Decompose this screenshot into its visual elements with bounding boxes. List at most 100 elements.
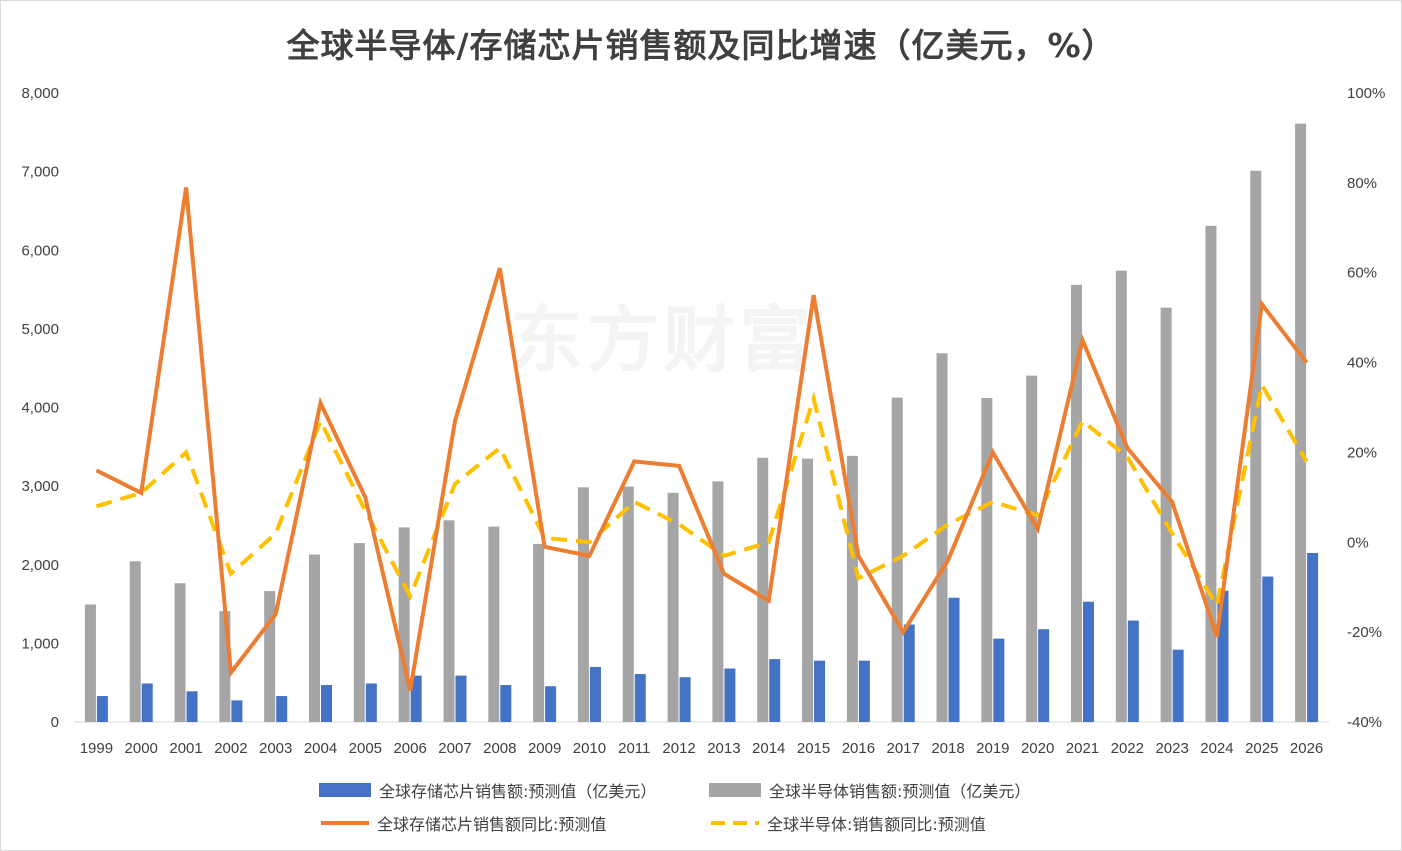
memory-sales-bar xyxy=(1262,576,1274,722)
semiconductor-sales-bar xyxy=(981,398,993,722)
semiconductor-sales-bar xyxy=(1026,375,1038,722)
memory-sales-bar xyxy=(1038,629,1050,722)
semiconductor-sales-bar xyxy=(1205,225,1217,722)
x-axis-tick-label: 2012 xyxy=(662,740,695,757)
memory-sales-bar xyxy=(858,660,870,722)
right-axis-tick-label: -40% xyxy=(1347,714,1382,731)
chart-title: 全球半导体/存储芯片销售额及同比增速（亿美元，%） xyxy=(286,26,1116,65)
x-axis-tick-label: 2000 xyxy=(125,740,158,757)
left-axis-tick-label: 5,000 xyxy=(21,321,59,338)
watermark-logo: 东方财富 xyxy=(511,298,816,382)
semiconductor-sales-bar xyxy=(757,457,769,722)
line-series xyxy=(95,187,1309,691)
memory-sales-bar xyxy=(500,685,512,722)
right-axis-tick-label: 40% xyxy=(1347,355,1377,372)
x-axis-tick-label: 2013 xyxy=(707,740,740,757)
memory-sales-bar xyxy=(948,597,960,722)
x-axis-tick-label: 2024 xyxy=(1200,740,1233,757)
left-axis-ticks: 0 1,000 2,000 3,000 4,000 5,000 6,000 7,000 8,00… xyxy=(21,85,59,731)
x-axis-tick-label: 2018 xyxy=(931,740,964,757)
memory-sales-bar xyxy=(679,677,691,722)
memory-sales-bar xyxy=(1307,552,1319,722)
semiconductor-sales-bar xyxy=(622,486,634,722)
semiconductor-yoy-line xyxy=(95,379,1309,611)
memory-sales-bar xyxy=(1217,590,1229,722)
semiconductor-sales-bar xyxy=(802,458,814,722)
x-axis-tick-label: 2002 xyxy=(214,740,247,757)
semiconductor-sales-bar xyxy=(84,604,96,722)
left-axis-tick-label: 3,000 xyxy=(21,478,59,495)
memory-sales-bar xyxy=(365,683,377,722)
semiconductor-sales-bar xyxy=(488,526,500,722)
memory-sales-bar xyxy=(634,674,646,722)
x-axis-tick-label: 2008 xyxy=(483,740,516,757)
x-axis-tick-label: 1999 xyxy=(80,740,113,757)
bar-series xyxy=(84,123,1319,722)
x-axis-tick-label: 2026 xyxy=(1290,740,1323,757)
memory-sales-bar xyxy=(96,696,108,722)
memory-sales-bar xyxy=(545,686,557,722)
legend-label: 全球存储芯片销售额:预测值（亿美元） xyxy=(379,782,657,801)
x-axis-tick-label: 2001 xyxy=(169,740,202,757)
legend-item-semiconductor-sales[interactable]: 全球半导体销售额:预测值（亿美元） xyxy=(709,778,1030,802)
semiconductor-sales-bar xyxy=(577,487,589,722)
left-axis-tick-label: 6,000 xyxy=(21,242,59,259)
memory-sales-bar xyxy=(903,624,915,722)
legend-label: 全球存储芯片销售额同比:预测值 xyxy=(377,815,607,834)
legend-label: 全球半导体销售额:预测值（亿美元） xyxy=(769,782,1031,801)
x-axis-tick-label: 2007 xyxy=(438,740,471,757)
semiconductor-sales-bar xyxy=(174,583,186,722)
left-axis-tick-label: 1,000 xyxy=(21,635,59,652)
semiconductor-sales-bar xyxy=(1070,284,1082,722)
left-axis-tick-label: 7,000 xyxy=(21,164,59,181)
memory-yoy-line xyxy=(95,187,1309,691)
legend-label: 全球半导体:销售额同比:预测值 xyxy=(767,815,986,834)
x-axis-tick-label: 2005 xyxy=(349,740,382,757)
x-axis-tick-label: 2015 xyxy=(797,740,830,757)
legend-swatch-yellow-dashed-line xyxy=(711,821,759,825)
semiconductor-sales-bar xyxy=(398,527,410,722)
semiconductor-sales-bar xyxy=(129,561,141,722)
x-axis-tick-label: 2011 xyxy=(618,740,650,757)
legend-item-memory-yoy[interactable]: 全球存储芯片销售额同比:预测值 xyxy=(319,811,606,835)
memory-sales-bar xyxy=(589,666,601,722)
x-axis-tick-label: 2006 xyxy=(393,740,426,757)
x-axis-tick-label: 2017 xyxy=(887,740,920,757)
legend-item-semiconductor-yoy[interactable]: 全球半导体:销售额同比:预测值 xyxy=(709,811,986,835)
legend-item-memory-sales[interactable]: 全球存储芯片销售额:预测值（亿美元） xyxy=(319,778,656,802)
memory-sales-bar xyxy=(814,660,826,722)
right-axis-ticks: -40% -20% 0% 20% 40% 60% 80% 100% xyxy=(1347,85,1385,731)
memory-sales-bar xyxy=(1082,601,1094,722)
semiconductor-sales-bar xyxy=(264,591,276,722)
right-axis-tick-label: -20% xyxy=(1347,624,1382,641)
memory-sales-bar xyxy=(276,696,288,722)
x-axis-tick-label: 2009 xyxy=(528,740,561,757)
right-axis-tick-label: 60% xyxy=(1347,265,1377,282)
left-axis-tick-label: 0 xyxy=(51,714,59,731)
semiconductor-sales-bar xyxy=(712,481,724,722)
memory-sales-bar xyxy=(1127,620,1139,722)
x-axis-tick-label: 2010 xyxy=(573,740,606,757)
x-axis-ticks: 1999 2000 2001 2002 2003 2004 2005 2006 2007 2008… xyxy=(80,740,1324,757)
semiconductor-sales-bar xyxy=(1160,307,1172,722)
right-axis-tick-label: 100% xyxy=(1347,85,1385,102)
x-axis-tick-label: 2003 xyxy=(259,740,292,757)
memory-sales-bar xyxy=(993,638,1005,722)
memory-sales-bar xyxy=(410,675,422,722)
x-axis-tick-label: 2020 xyxy=(1021,740,1054,757)
x-axis-tick-label: 2019 xyxy=(976,740,1009,757)
semiconductor-sales-bar xyxy=(309,554,321,722)
memory-sales-bar xyxy=(321,685,333,722)
semiconductor-sales-bar xyxy=(443,520,455,722)
semiconductor-sales-bar xyxy=(1250,170,1262,722)
semiconductor-sales-bar xyxy=(846,455,858,722)
memory-sales-bar xyxy=(186,691,198,722)
x-axis-tick-label: 2025 xyxy=(1245,740,1278,757)
legend-swatch-blue-bar xyxy=(319,783,371,797)
memory-sales-bar xyxy=(724,668,736,722)
x-axis-tick-label: 2023 xyxy=(1155,740,1188,757)
x-axis-tick-label: 2016 xyxy=(842,740,875,757)
semiconductor-sales-bar xyxy=(533,543,545,722)
semiconductor-sales-bar xyxy=(353,543,365,722)
